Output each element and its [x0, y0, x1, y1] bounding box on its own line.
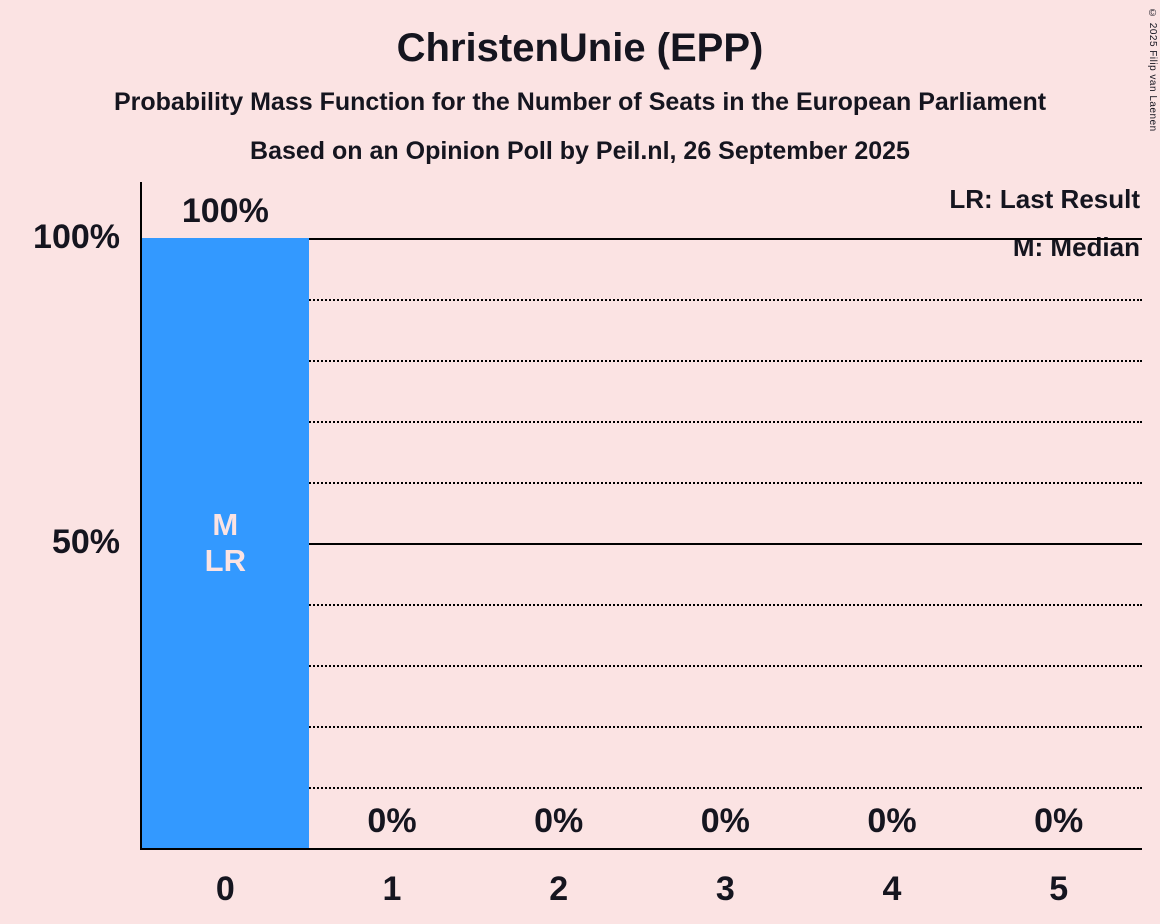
gridline-dotted-60pct	[142, 482, 1142, 484]
gridline-solid-100pct	[142, 238, 1142, 240]
copyright-notice: © 2025 Filip van Laenen	[1147, 8, 1158, 132]
x-axis-tick-label: 4	[882, 870, 902, 908]
chart-subtitle-source: Based on an Opinion Poll by Peil.nl, 26 …	[250, 137, 910, 165]
x-axis-tick-label: 2	[549, 870, 569, 908]
median-last-result-annotation: M LR	[142, 507, 309, 579]
gridline-dotted-30pct	[142, 665, 1142, 667]
bar-value-label: 0%	[367, 802, 417, 840]
annotation-line: M	[212, 507, 239, 542]
gridline-dotted-10pct	[142, 787, 1142, 789]
gridline-dotted-20pct	[142, 726, 1142, 728]
x-axis-tick-label: 3	[715, 870, 735, 908]
gridline-dotted-40pct	[142, 604, 1142, 606]
bar-seats-0	[142, 238, 309, 848]
bar-value-label: 0%	[534, 802, 584, 840]
gridline-dotted-70pct	[142, 421, 1142, 423]
bar-value-label: 0%	[867, 802, 917, 840]
legend-last-result: LR: Last Result	[949, 184, 1140, 214]
x-axis-tick-label: 5	[1049, 870, 1069, 908]
gridline-solid-50pct	[142, 543, 1142, 545]
x-axis-tick-label: 0	[215, 870, 235, 908]
chart-title: ChristenUnie (EPP)	[396, 26, 764, 70]
annotation-line: LR	[204, 543, 246, 578]
bar-value-label: 0%	[1034, 802, 1084, 840]
bar-value-label: 100%	[181, 192, 269, 230]
gridline-dotted-90pct	[142, 299, 1142, 301]
y-axis-tick-label: 50%	[51, 523, 120, 561]
y-axis-tick-label: 100%	[33, 218, 120, 256]
x-axis-tick-label: 1	[382, 870, 402, 908]
gridline-dotted-80pct	[142, 360, 1142, 362]
legend-median: M: Median	[1012, 232, 1140, 262]
chart-subtitle: Probability Mass Function for the Number…	[113, 88, 1047, 116]
bar-value-label: 0%	[700, 802, 750, 840]
plot-area: 100% 0 0% 1 0% 2 0% 3 0% 4 0% 5 100% 50% M LR	[33, 182, 1142, 908]
